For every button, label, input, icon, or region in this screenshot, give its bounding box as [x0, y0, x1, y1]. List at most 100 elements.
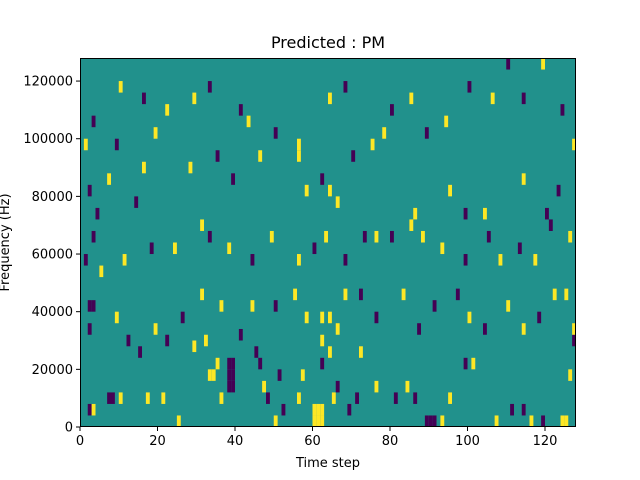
heatmap-cell [153, 127, 158, 139]
heatmap-cell [312, 242, 317, 255]
heatmap-cell [304, 184, 309, 197]
heatmap-cell [556, 184, 561, 197]
heatmap-cell [560, 104, 565, 116]
heatmap-cell [87, 300, 92, 312]
x-tick-label: 100 [455, 434, 480, 449]
heatmap-cell [498, 254, 503, 266]
heatmap-cell [409, 219, 414, 231]
heatmap-cell [83, 138, 88, 151]
heatmap-cell [91, 230, 96, 243]
heatmap-cell [320, 415, 325, 427]
heatmap-cell [231, 357, 236, 370]
heatmap-cell [409, 92, 414, 105]
y-tick-label: 120000 [23, 75, 73, 90]
heatmap-cell [413, 207, 418, 220]
y-tick-label: 20000 [32, 363, 73, 378]
y-tick-label: 0 [65, 421, 73, 436]
y-axis-ticks: 0 20000 40000 60000 80000 100000 120000 [23, 75, 80, 436]
heatmap-cell [269, 230, 274, 243]
heatmap-cell [87, 323, 92, 335]
heatmap-cell [440, 415, 445, 427]
heatmap-cell [316, 415, 321, 427]
heatmap-cell [545, 207, 549, 220]
heatmap-cell [335, 380, 340, 393]
x-tick-label: 20 [149, 434, 166, 449]
heatmap-cell [192, 92, 197, 105]
heatmap-cell [231, 380, 236, 393]
heatmap-cell [560, 415, 565, 427]
heatmap-cell [347, 403, 352, 416]
heatmap-cell [297, 138, 301, 151]
heatmap-cell [138, 346, 143, 358]
heatmap-cell [107, 392, 112, 404]
heatmap-cell [374, 230, 379, 243]
heatmap-cell [428, 415, 433, 427]
heatmap-cell [483, 323, 487, 335]
heatmap-cell [455, 288, 460, 301]
heatmap-cell [506, 300, 511, 312]
heatmap-cell [424, 127, 429, 139]
heatmap-cell [572, 334, 577, 347]
heatmap-cell [95, 207, 100, 220]
heatmap-cell [521, 173, 526, 185]
heatmap-cell [180, 311, 185, 324]
heatmap-cell [463, 357, 468, 370]
heatmap-cell [328, 184, 332, 197]
heatmap-cell [533, 254, 538, 266]
heatmap-cell [521, 403, 526, 416]
heatmap-cell [328, 92, 332, 105]
heatmap-cell [564, 288, 569, 301]
heatmap-cell [541, 58, 546, 70]
heatmap-cell [281, 403, 286, 416]
heatmap-cell [238, 104, 243, 116]
heatmap-cell [238, 328, 243, 341]
y-tick-label: 40000 [32, 305, 73, 320]
heatmap-cell [165, 104, 170, 116]
heatmap-cell [471, 357, 476, 370]
heatmap-cell [293, 288, 298, 301]
heatmap-cell [331, 392, 336, 404]
heatmap-cell [215, 150, 220, 162]
heatmap-cell [463, 207, 468, 220]
heatmap-cell [91, 403, 96, 416]
heatmap-cell [324, 230, 329, 243]
heatmap-cell [250, 254, 255, 266]
heatmap-cell [320, 173, 325, 185]
heatmap-cell [510, 403, 515, 416]
heatmap-cell [297, 254, 301, 266]
heatmap-cell [328, 311, 332, 324]
heatmap-cell [176, 415, 181, 427]
heatmap-cell [343, 288, 348, 301]
heatmap-cell [173, 242, 177, 255]
heatmap-cell [413, 392, 418, 404]
heatmap-cell [266, 392, 270, 404]
heatmap-cells [83, 58, 577, 427]
heatmap-cell [312, 403, 317, 416]
heatmap-cell [320, 311, 325, 324]
heatmap-cell [490, 92, 495, 105]
heatmap-cell [188, 161, 193, 174]
heatmap-cell [541, 415, 546, 427]
heatmap-cell [374, 380, 379, 393]
x-tick-label: 80 [382, 434, 399, 449]
heatmap-cell [335, 196, 340, 208]
heatmap-cell [219, 392, 224, 404]
heatmap-cell [424, 415, 429, 427]
heatmap-cell [277, 369, 282, 381]
heatmap-cell [258, 357, 263, 370]
heatmap-cell [521, 92, 526, 105]
heatmap-cell [548, 219, 553, 231]
heatmap-cell [99, 265, 104, 278]
heatmap-cell [207, 230, 212, 243]
heatmap-cell [440, 242, 445, 255]
heatmap-cell [370, 138, 375, 151]
heatmap-cell [118, 392, 123, 404]
x-tick-label: 0 [76, 434, 84, 449]
heatmap-cell [359, 346, 363, 358]
heatmap-cell [417, 323, 422, 335]
heatmap-cell [219, 300, 224, 312]
heatmap-cell [393, 392, 398, 404]
x-axis-ticks: 0 20 40 60 80 100 120 [76, 427, 557, 449]
heatmap-cell [227, 357, 232, 370]
heatmap-cell [467, 81, 472, 93]
